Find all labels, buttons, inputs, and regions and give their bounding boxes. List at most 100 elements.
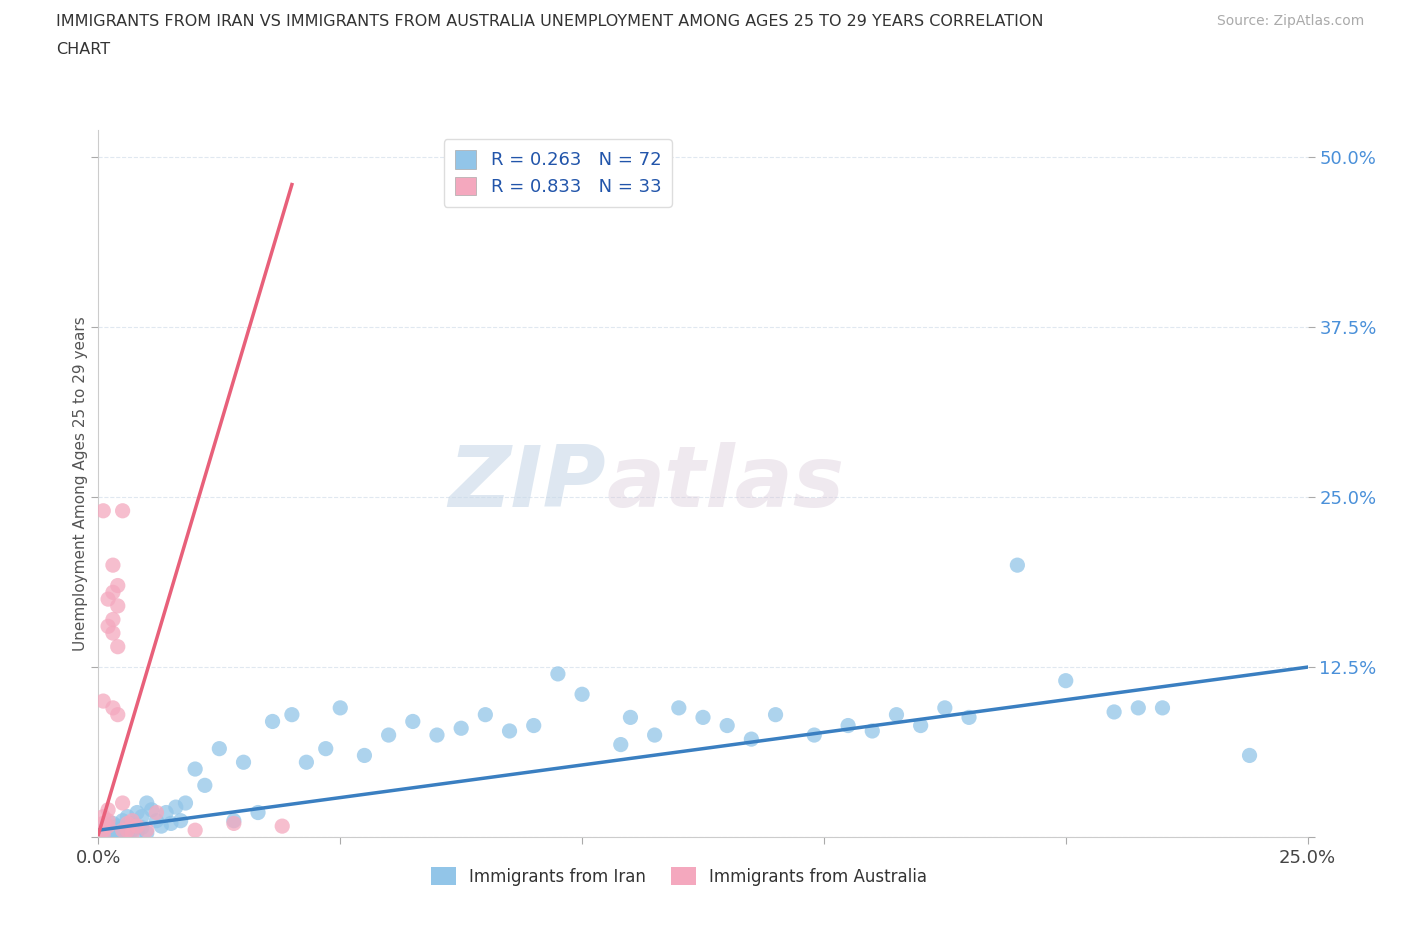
Point [107,578,129,593]
Point [295,755,318,770]
Point [107,818,129,833]
Point [474,707,496,722]
Point [111,503,134,518]
Point [101,612,124,627]
Legend: Immigrants from Iran, Immigrants from Australia: Immigrants from Iran, Immigrants from Au… [423,861,934,892]
Point [1102,705,1125,720]
Point [222,813,245,828]
Point [121,816,143,830]
Point [740,732,762,747]
Point [101,827,124,842]
Point [111,821,134,836]
Point [160,816,183,830]
Point [91,694,114,709]
Point [117,823,139,838]
Point [117,826,139,841]
Point [111,795,134,810]
Point [127,818,149,833]
Text: atlas: atlas [606,442,845,525]
Point [1239,748,1261,763]
Point [141,803,163,817]
Point [101,585,124,600]
Point [315,741,337,756]
Point [184,762,207,777]
Point [101,558,124,573]
Point [165,800,187,815]
Point [101,700,124,715]
Point [184,823,207,838]
Point [107,707,129,722]
Point [91,827,114,842]
Point [91,503,114,518]
Point [145,813,167,828]
Point [121,823,143,838]
Point [934,700,956,715]
Point [91,823,114,838]
Point [668,700,690,715]
Text: CHART: CHART [56,42,110,57]
Point [426,727,449,742]
Point [803,727,825,742]
Point [498,724,520,738]
Point [117,816,139,830]
Point [101,626,124,641]
Point [97,813,120,828]
Point [107,824,129,839]
Point [222,816,245,830]
Point [692,710,714,724]
Point [111,813,134,828]
Point [135,826,157,841]
Point [1054,673,1077,688]
Point [523,718,546,733]
Point [127,824,149,839]
Point [91,809,114,824]
Point [174,795,197,810]
Point [1007,558,1029,573]
Point [117,809,139,824]
Point [97,826,120,841]
Point [837,718,859,733]
Point [145,805,167,820]
Point [1152,700,1174,715]
Point [135,795,157,810]
Point [91,816,114,830]
Point [247,805,270,820]
Point [860,724,883,738]
Point [91,827,114,842]
Point [271,818,294,833]
Point [765,707,787,722]
Point [450,721,472,736]
Point [107,599,129,614]
Point [121,813,143,828]
Point [353,748,375,763]
Point [957,710,980,724]
Point [619,710,641,724]
Point [262,714,284,729]
Point [121,826,143,841]
Point [169,813,191,828]
Point [101,823,124,838]
Point [281,707,304,722]
Point [155,805,177,820]
Text: ZIP: ZIP [449,442,606,525]
Point [111,823,134,838]
Point [131,820,153,835]
Point [716,718,738,733]
Point [97,803,120,817]
Point [135,823,157,838]
Point [329,700,352,715]
Point [91,823,114,838]
Point [101,816,124,830]
Point [910,718,932,733]
Point [107,829,129,844]
Point [571,687,593,702]
Point [208,741,231,756]
Point [644,727,666,742]
Point [886,707,908,722]
Point [127,805,149,820]
Point [97,591,120,606]
Point [1128,700,1150,715]
Point [97,818,120,833]
Point [97,818,120,833]
Y-axis label: Unemployment Among Ages 25 to 29 years: Unemployment Among Ages 25 to 29 years [73,316,87,651]
